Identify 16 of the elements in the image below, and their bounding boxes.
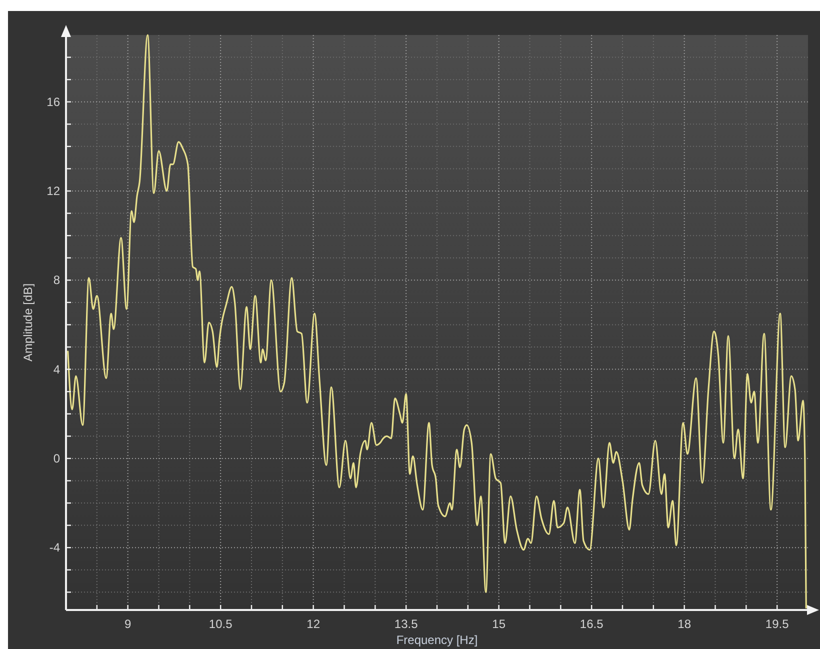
x-axis-title: Frequency [Hz] bbox=[396, 633, 478, 647]
x-tick-label: 9 bbox=[124, 617, 132, 631]
x-tick-label: 18 bbox=[678, 617, 692, 631]
x-tick-label: 12 bbox=[306, 617, 320, 631]
x-tick-label: 19.5 bbox=[765, 617, 790, 631]
y-tick-label: 0 bbox=[53, 451, 60, 466]
y-axis-title: Amplitude [dB] bbox=[21, 283, 35, 362]
x-tick-label: 10.5 bbox=[208, 617, 233, 631]
x-tick-label: 13.5 bbox=[394, 617, 418, 631]
x-tick-label: 16.5 bbox=[580, 617, 604, 631]
y-tick-label: 8 bbox=[53, 273, 60, 288]
y-tick-label: 16 bbox=[46, 94, 60, 109]
y-tick-label: -4 bbox=[49, 540, 60, 555]
y-tick-label: 12 bbox=[46, 184, 60, 198]
y-tick-label: 4 bbox=[53, 362, 60, 376]
x-tick-label: 15 bbox=[492, 617, 506, 631]
